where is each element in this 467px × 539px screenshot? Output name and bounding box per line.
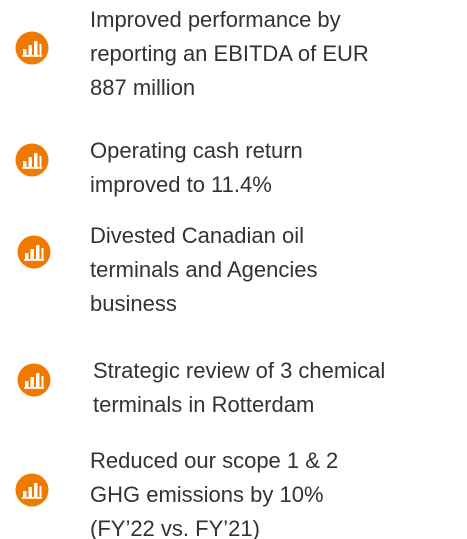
icon-bar <box>28 45 32 55</box>
item-text-line: improved to 11.4% <box>90 172 272 197</box>
icon-bar <box>36 373 40 387</box>
icon-base <box>22 167 42 169</box>
item-text-line: terminals and Agencies <box>90 257 317 282</box>
icon-bar <box>25 253 29 259</box>
item-text-line: business <box>90 291 177 316</box>
icon-bar <box>30 377 34 387</box>
icon-bar <box>30 249 34 259</box>
chart-icon <box>17 363 51 397</box>
item-text-line: GHG emissions by 10% <box>90 482 324 507</box>
list-item: Operating cash return improved to 11.4% <box>15 138 303 197</box>
icon-bar <box>28 487 32 497</box>
icon-bar <box>23 161 27 167</box>
icon-bar <box>23 491 27 497</box>
icon-bar <box>36 245 40 259</box>
item-text-line: Operating cash return <box>90 138 303 163</box>
chart-icon <box>15 143 49 177</box>
icon-bar <box>39 486 42 497</box>
item-text-line: Reduced our scope 1 & 2 <box>90 448 338 473</box>
list-item: Divested Canadian oil terminals and Agenc… <box>17 223 317 316</box>
chart-icon <box>15 473 49 507</box>
icon-bar <box>34 41 38 55</box>
item-text-line: (FY’22 vs. FY’21) <box>90 516 260 539</box>
icon-bar <box>25 381 29 387</box>
item-text-line: Divested Canadian oil <box>90 223 304 248</box>
icon-bar <box>41 248 44 259</box>
chart-icon <box>17 235 51 269</box>
icon-base <box>22 55 42 57</box>
item-text-line: Strategic review of 3 chemical <box>93 358 385 383</box>
icon-bar <box>39 156 42 167</box>
item-text-line: reporting an EBITDA of EUR <box>90 41 369 66</box>
item-text-line: Improved performance by <box>90 7 341 32</box>
icon-bar <box>23 49 27 55</box>
chart-icon <box>15 31 49 65</box>
icon-base <box>22 497 42 499</box>
icon-base <box>24 259 44 261</box>
list-item: Improved performance by reporting an EBIT… <box>15 7 369 100</box>
icon-bar <box>41 376 44 387</box>
list-item: Reduced our scope 1 & 2 GHG emissions by … <box>15 448 338 539</box>
item-text-line: 887 million <box>90 75 195 100</box>
icon-bar <box>28 157 32 167</box>
icon-bar <box>34 483 38 497</box>
list-item: Strategic review of 3 chemical terminals … <box>17 358 385 417</box>
item-text-line: terminals in Rotterdam <box>93 392 314 417</box>
icon-bar <box>39 44 42 55</box>
icon-base <box>24 387 44 389</box>
icon-bar <box>34 153 38 167</box>
